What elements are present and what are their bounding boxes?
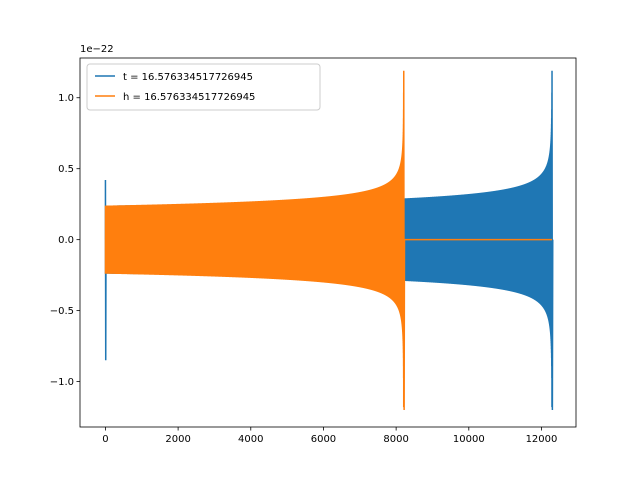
y-tick-label: −0.5 [50, 306, 74, 317]
series-line-2 [104, 70, 553, 410]
x-tick-label: 2000 [165, 434, 190, 445]
axes-frame [79, 57, 577, 428]
legend-box [86, 63, 321, 111]
x-tick-label: 12000 [526, 434, 558, 445]
legend-entry-1: t = 16.576334517726945 [123, 72, 253, 83]
axes-border [79, 57, 577, 428]
x-tick-label: 0 [102, 434, 108, 445]
y-tick-label: −1.0 [50, 377, 74, 388]
legend-entry-2: h = 16.576334517726945 [123, 92, 255, 103]
x-tick-label: 6000 [311, 434, 336, 445]
y-tick-label: 0.0 [58, 235, 74, 246]
y-tick-label: 0.5 [58, 164, 74, 175]
x-tick-label: 4000 [238, 434, 263, 445]
x-axis: 0 2000 4000 6000 8000 10000 12000 [102, 427, 557, 445]
y-offset-label: 1e−22 [80, 44, 114, 55]
x-tick-label: 10000 [453, 434, 485, 445]
legend: t = 16.576334517726945 h = 16.57633451772… [86, 63, 321, 111]
plot-area [104, 70, 554, 410]
series-group [104, 70, 554, 410]
y-tick-label: 1.0 [58, 93, 74, 104]
x-tick-label: 8000 [383, 434, 408, 445]
y-axis: −1.0 −0.5 0.0 0.5 1.0 [50, 93, 80, 388]
